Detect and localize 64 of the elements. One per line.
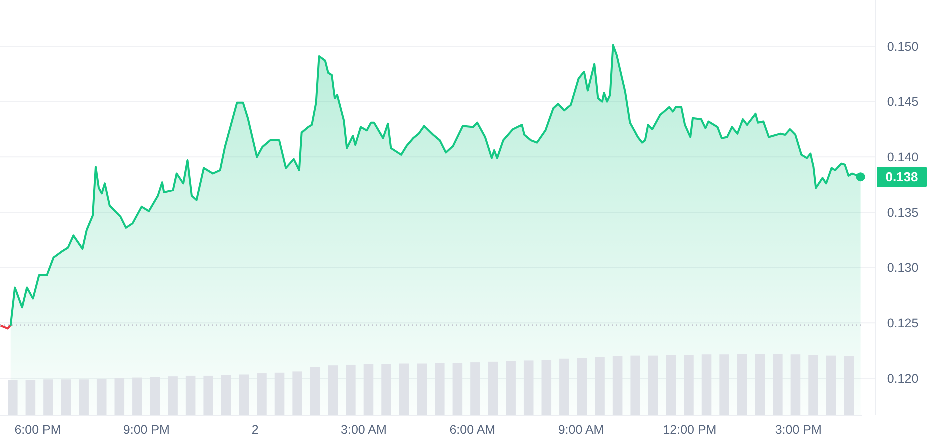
bar — [666, 355, 676, 415]
x-tick-label: 2 — [252, 423, 259, 437]
bar — [8, 380, 18, 415]
bar — [346, 364, 356, 415]
bar — [222, 375, 232, 415]
y-tick-label: 0.125 — [887, 316, 919, 331]
bar — [186, 376, 196, 415]
bar — [844, 356, 854, 415]
bar — [506, 361, 516, 415]
x-tick-label: 9:00 PM — [123, 423, 170, 437]
bar — [399, 364, 410, 415]
bar — [737, 354, 748, 415]
x-tick-label: 6:00 PM — [14, 423, 62, 437]
bar — [364, 364, 374, 415]
bar — [808, 355, 818, 415]
bar — [292, 372, 302, 415]
bar — [168, 376, 178, 415]
bar — [826, 356, 836, 415]
bar — [542, 360, 552, 415]
bar — [435, 363, 445, 415]
bar — [204, 376, 214, 415]
bar — [61, 380, 72, 415]
y-tick-label: 0.120 — [887, 372, 919, 386]
bar — [257, 374, 267, 415]
bar — [452, 363, 463, 415]
bar — [790, 354, 801, 415]
y-tick-label: 0.130 — [887, 261, 919, 276]
bar — [720, 354, 730, 415]
bar — [79, 380, 89, 415]
bar — [560, 358, 570, 415]
bar — [26, 380, 36, 415]
x-tick-label: 6:00 AM — [450, 423, 496, 437]
bar — [417, 364, 427, 415]
x-tick-label: 3:00 PM — [775, 423, 822, 437]
bar — [773, 354, 783, 415]
bar — [612, 356, 623, 415]
bar — [702, 354, 712, 415]
bar — [755, 354, 766, 415]
bar — [470, 362, 480, 415]
annotation: 0.138 — [886, 170, 918, 185]
y-tick-label: 0.150 — [887, 40, 919, 54]
bar — [595, 357, 605, 415]
bar — [630, 356, 640, 415]
bar — [648, 356, 658, 415]
x-tick-label: 3:00 AM — [341, 423, 387, 437]
y-tick-label: 0.135 — [887, 206, 919, 220]
bar — [524, 360, 534, 415]
bar — [488, 362, 498, 415]
bar — [382, 364, 392, 415]
bar — [684, 355, 694, 415]
bar — [328, 366, 338, 415]
bar — [150, 377, 160, 415]
bar — [132, 378, 142, 415]
bar — [577, 358, 588, 415]
bar — [239, 374, 250, 415]
bar — [114, 378, 125, 415]
bar — [96, 379, 107, 415]
y-tick-label: 0.140 — [887, 150, 919, 165]
x-tick-label: 12:00 PM — [663, 423, 717, 437]
bar — [310, 367, 320, 415]
bar — [44, 380, 54, 415]
x-tick-label: 9:00 AM — [558, 423, 604, 437]
bar — [274, 372, 285, 415]
y-tick-label: 0.145 — [887, 95, 919, 110]
